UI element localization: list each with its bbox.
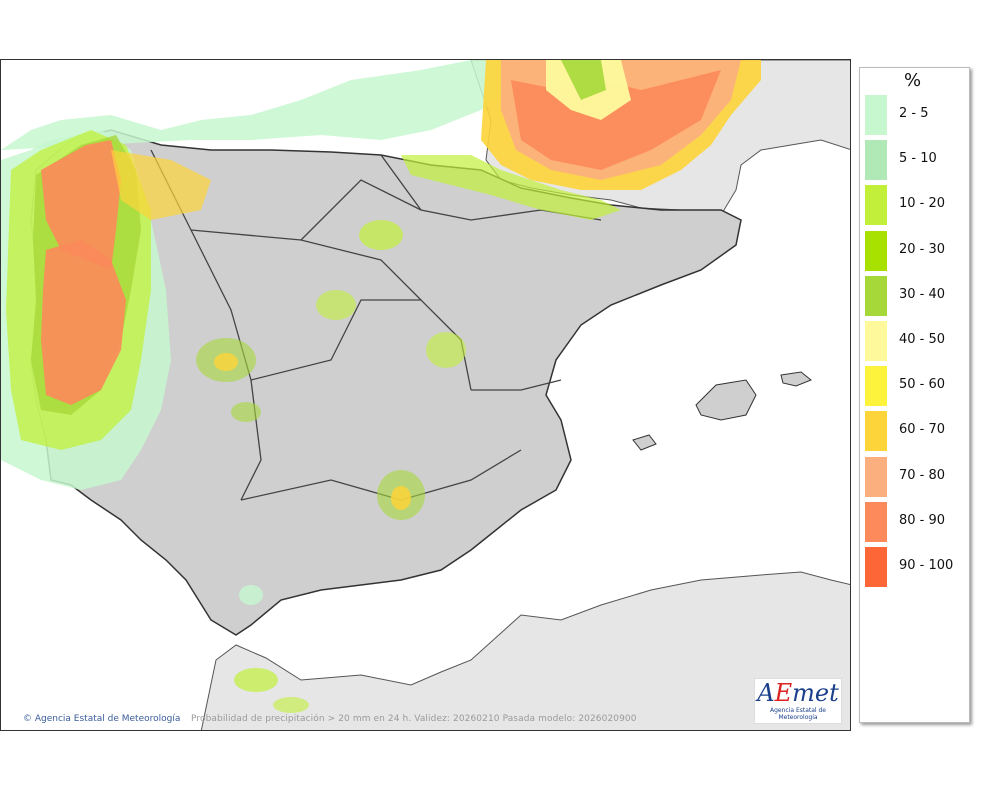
legend-label: 20 - 30 xyxy=(899,241,946,257)
legend-item: 10 - 20 xyxy=(863,184,967,226)
legend-swatch xyxy=(865,321,887,361)
legend-swatch xyxy=(865,547,887,587)
legend-item: 20 - 30 xyxy=(863,230,967,272)
legend-swatch xyxy=(865,185,887,226)
aemet-logo: AEmet Agencia Estatal de Meteorología xyxy=(754,678,842,724)
legend-swatch xyxy=(865,140,887,181)
legend-swatch xyxy=(865,411,887,452)
legend-item: 90 - 100 xyxy=(863,546,967,588)
map-canvas xyxy=(1,60,850,730)
ibiza-island xyxy=(632,434,657,451)
legend-swatch xyxy=(865,456,887,497)
legend-label: 90 - 100 xyxy=(899,558,954,573)
credit-label: © Agencia Estatal de Meteorología xyxy=(23,714,181,724)
probability-overlay xyxy=(1,60,761,713)
map-caption: Probabilidad de precipitación > 20 mm en… xyxy=(191,714,637,724)
legend-swatch xyxy=(865,501,887,542)
legend-label: 10 - 20 xyxy=(899,196,946,212)
legend-label: 5 - 10 xyxy=(899,151,937,167)
legend-item: 60 - 70 xyxy=(863,410,967,452)
legend-item: 5 - 10 xyxy=(863,139,967,181)
logo-wordmark: AEmet xyxy=(757,679,839,707)
legend-item: 50 - 60 xyxy=(863,365,967,407)
legend-item: 80 - 90 xyxy=(863,501,967,543)
legend-swatch xyxy=(865,230,887,271)
legend-label: 60 - 70 xyxy=(899,422,946,438)
legend-label: 80 - 90 xyxy=(899,512,946,528)
legend-swatch xyxy=(865,95,887,135)
color-legend: % 2 - 5 5 - 10 10 - 20 20 - 30 30 - 40 40 - 5… xyxy=(859,67,970,723)
legend-label: 50 - 60 xyxy=(899,377,946,393)
menorca-island xyxy=(780,371,812,387)
logo-subtitle: Agencia Estatal de Meteorología xyxy=(769,707,826,721)
legend-label: 70 - 80 xyxy=(899,467,946,483)
legend-item: 40 - 50 xyxy=(863,320,967,362)
legend-swatch xyxy=(865,366,887,407)
legend-swatch xyxy=(865,275,887,316)
precipitation-map[interactable]: © Agencia Estatal de Meteorología Probab… xyxy=(0,59,851,731)
legend-label: 40 - 50 xyxy=(899,332,946,347)
legend-unit: % xyxy=(904,70,922,91)
legend-item: 2 - 5 xyxy=(863,94,967,136)
legend-item: 70 - 80 xyxy=(863,456,967,498)
north-africa-landmass xyxy=(200,571,850,730)
mallorca-island xyxy=(695,379,757,421)
legend-label: 30 - 40 xyxy=(899,286,946,302)
legend-item: 30 - 40 xyxy=(863,275,967,317)
legend-label: 2 - 5 xyxy=(899,106,929,121)
